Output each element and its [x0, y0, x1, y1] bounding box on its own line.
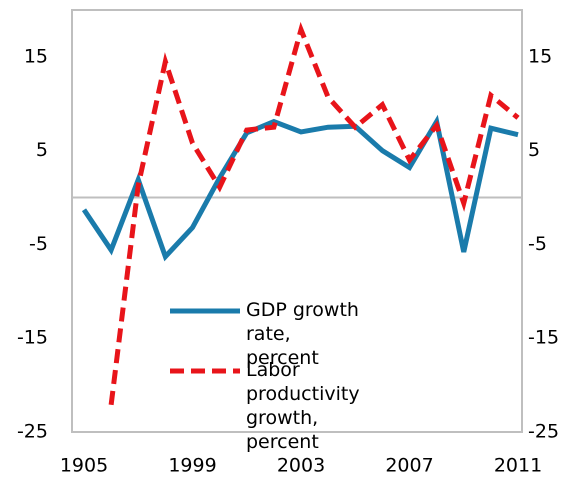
legend-label: GDP growth rate, percent — [246, 299, 359, 369]
legend-label: Labor productivity growth, percent — [246, 359, 360, 453]
y-tick-label: -15 — [17, 327, 48, 349]
y-tick-label: -25 — [17, 421, 48, 443]
y2-tick-label: -15 — [528, 327, 559, 349]
series-line — [108, 21, 520, 406]
legend-swatch — [170, 308, 240, 314]
y2-tick-label: -5 — [528, 233, 547, 255]
y2-tick-label: 15 — [528, 45, 552, 67]
y-tick-label: 15 — [24, 45, 48, 67]
plot-frame — [71, 9, 523, 433]
legend-entry: GDP growth rate, percent — [168, 298, 368, 370]
y-tick-label: -5 — [29, 233, 48, 255]
legend-swatch — [170, 368, 240, 374]
series-line — [81, 114, 519, 262]
x-tick-label: 1999 — [168, 455, 216, 477]
y2-tick-label: -25 — [528, 421, 559, 443]
y2-tick-label: 5 — [528, 139, 540, 161]
y-tick-label: 5 — [36, 139, 48, 161]
x-tick-label: 2007 — [385, 455, 433, 477]
x-tick-label: 2011 — [494, 455, 542, 477]
x-tick-label: 1905 — [60, 455, 108, 477]
x-tick-label: 2003 — [277, 455, 325, 477]
legend-entry: Labor productivity growth, percent — [168, 358, 368, 454]
